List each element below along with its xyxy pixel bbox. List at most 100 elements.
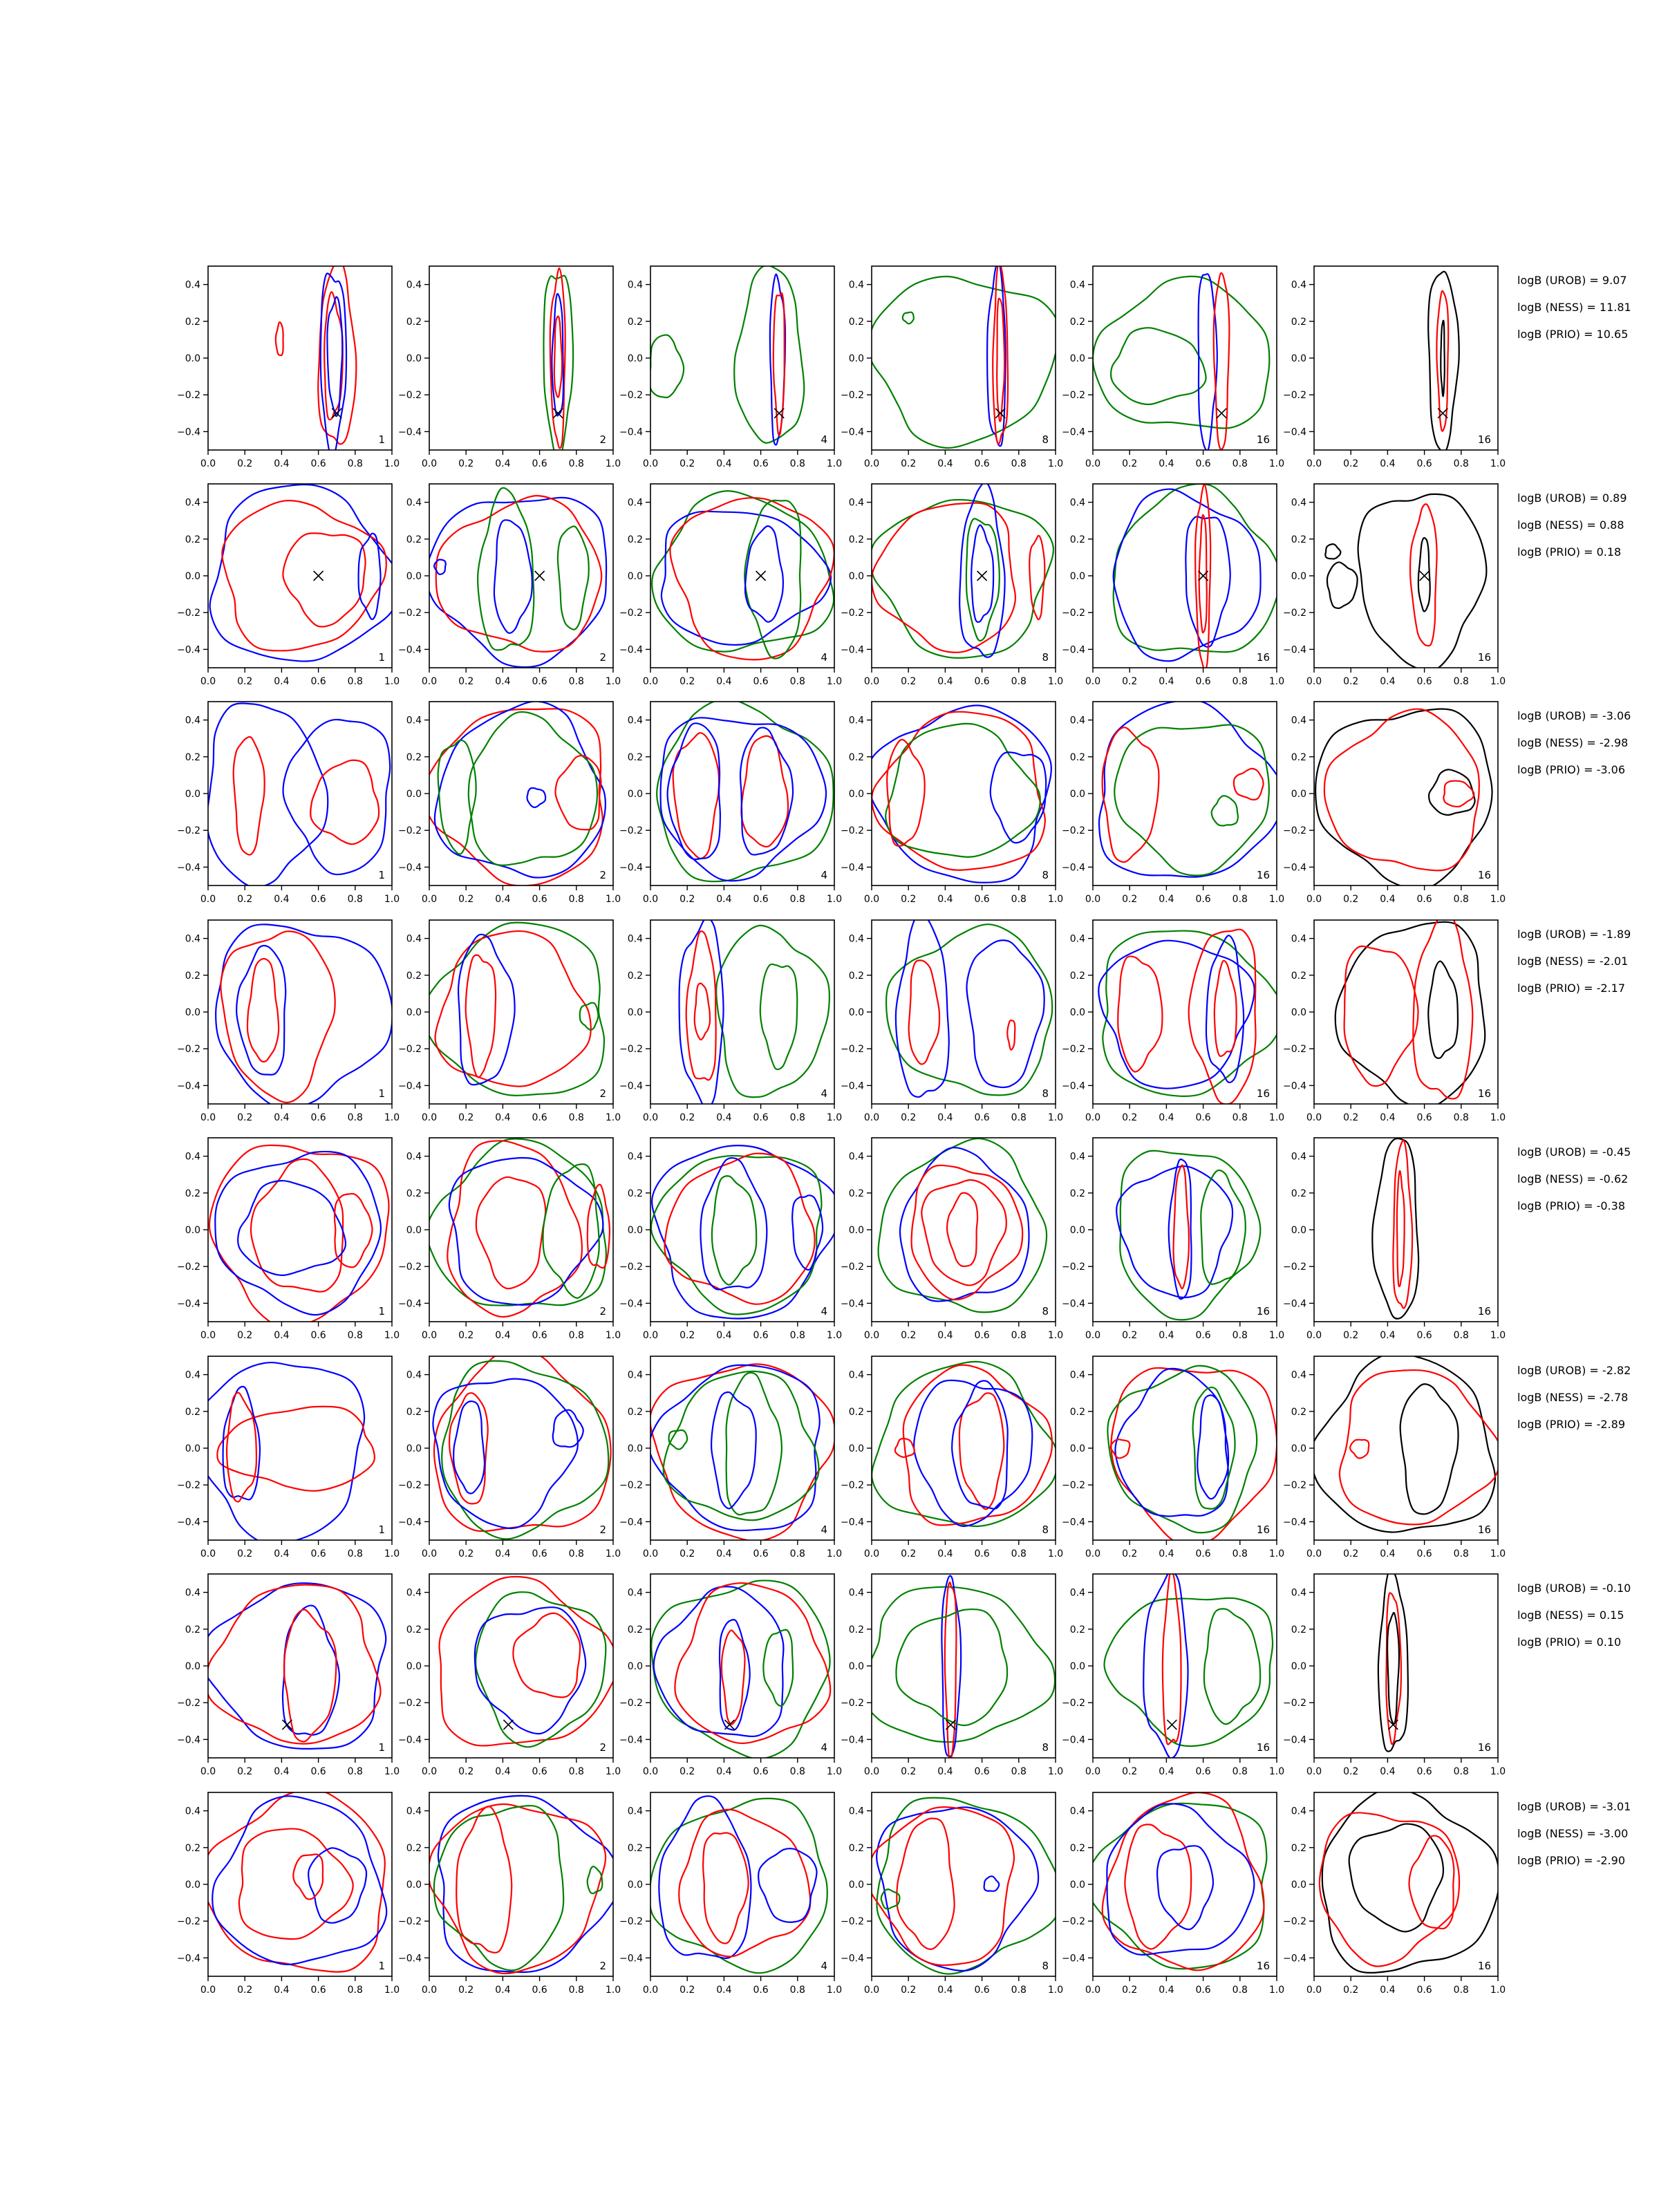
- x-tick-label: 0.6: [753, 1985, 768, 1996]
- x-tick-label: 0.0: [200, 1766, 216, 1777]
- contour-line: [971, 524, 995, 624]
- contour-line: [1377, 1574, 1409, 1752]
- y-tick-label: −0.2: [1283, 1044, 1306, 1055]
- x-tick-label: 0.8: [569, 676, 584, 687]
- logb-stat-label: logB (UROB) = -0.45: [1517, 1145, 1631, 1159]
- y-tick-label: −0.4: [398, 1517, 422, 1528]
- panel-index-label: 8: [1042, 1960, 1049, 1972]
- y-tick-label: 0.2: [849, 1624, 864, 1635]
- y-tick-label: −0.4: [841, 1298, 864, 1309]
- contour-line: [1098, 702, 1277, 878]
- x-tick-label: 0.4: [274, 1112, 289, 1123]
- x-tick-label: 1.0: [827, 1112, 842, 1123]
- true-value-marker: [281, 1719, 292, 1730]
- y-tick-label: 0.4: [1070, 1152, 1085, 1163]
- x-tick-label: 0.4: [1159, 1985, 1174, 1996]
- x-tick-label: 0.6: [1416, 458, 1432, 469]
- y-tick-label: 0.4: [185, 1588, 200, 1599]
- x-tick-label: 0.2: [1343, 1548, 1358, 1559]
- x-tick-label: 0.4: [1380, 894, 1395, 905]
- contour-line: [1107, 1365, 1258, 1534]
- x-tick-label: 0.2: [1343, 1985, 1358, 1996]
- axes-frame: [650, 1792, 835, 1977]
- x-tick-label: 0.2: [237, 1112, 252, 1123]
- x-tick-label: 0.2: [458, 894, 474, 905]
- y-tick-label: −0.2: [619, 825, 643, 836]
- x-tick-label: 1.0: [1490, 1112, 1506, 1123]
- x-tick-label: 0.4: [495, 1548, 510, 1559]
- contour-group: [1098, 928, 1277, 1104]
- y-tick-label: 0.0: [185, 1880, 200, 1891]
- y-tick-label: 0.0: [406, 571, 422, 582]
- contour-line: [433, 702, 606, 879]
- x-tick-label: 0.2: [1343, 458, 1358, 469]
- true-value-marker: [1387, 1719, 1398, 1730]
- y-tick-label: 0.2: [185, 1843, 200, 1854]
- contour-line: [872, 1806, 1015, 1967]
- x-tick-label: 0.6: [753, 1548, 768, 1559]
- y-tick-label: 0.0: [628, 789, 643, 800]
- contour-line: [283, 1609, 337, 1743]
- contour-panel: 0.0 0.2 0.4 0.6 0.8 1.0 0.4 0.2 0.0 −0.2 −0.4 4: [619, 1137, 842, 1341]
- x-tick-label: 0.4: [1380, 1985, 1395, 1996]
- y-tick-label: 0.2: [1070, 971, 1085, 982]
- contour-line: [208, 1792, 386, 1973]
- contour-line: [951, 1380, 1009, 1510]
- contour-panel: 0.0 0.2 0.4 0.6 0.8 1.0 0.4 0.2 0.0 −0.2 −0.4 2: [398, 701, 621, 905]
- axes-frame: [871, 1356, 1056, 1541]
- y-tick-label: 0.2: [406, 1407, 422, 1418]
- contour-line: [1396, 1170, 1405, 1288]
- y-tick-label: −0.4: [1283, 862, 1306, 873]
- panel-index-label: 8: [1042, 651, 1049, 664]
- x-tick-label: 0.2: [458, 1548, 474, 1559]
- y-tick-label: 0.0: [1070, 1880, 1085, 1891]
- x-tick-label: 0.8: [790, 1548, 805, 1559]
- contour-line: [872, 1360, 1056, 1528]
- y-tick-label: 0.2: [849, 317, 864, 328]
- y-tick-label: −0.2: [398, 1262, 422, 1273]
- x-tick-label: 0.6: [1195, 676, 1210, 687]
- panel-index-label: 1: [378, 1741, 385, 1754]
- contour-line: [1194, 484, 1212, 668]
- contour-line: [650, 1363, 834, 1540]
- y-tick-label: 0.0: [628, 571, 643, 582]
- x-tick-label: 0.2: [901, 1548, 916, 1559]
- x-tick-label: 1.0: [606, 1548, 621, 1559]
- y-tick-label: 0.0: [628, 353, 643, 364]
- y-tick-label: 0.4: [628, 1588, 643, 1599]
- panel-index-label: 16: [1257, 1741, 1270, 1754]
- y-tick-label: −0.2: [841, 1044, 864, 1055]
- contour-panel: 0.0 0.2 0.4 0.6 0.8 1.0 0.4 0.2 0.0 −0.2 −0.4 4: [619, 701, 842, 905]
- contour-group: [1098, 702, 1277, 878]
- y-tick-label: 0.4: [628, 1370, 643, 1381]
- contour-group: [1427, 270, 1460, 450]
- y-tick-label: −0.4: [841, 644, 864, 655]
- contour-line: [1210, 795, 1239, 827]
- x-tick-label: 0.6: [310, 1330, 326, 1341]
- contour-line: [1116, 1165, 1234, 1299]
- contour-line: [250, 1158, 344, 1293]
- x-tick-label: 0.2: [237, 1330, 252, 1341]
- contour-line: [966, 939, 1045, 1089]
- axes-frame: [1092, 1356, 1277, 1541]
- x-tick-label: 0.8: [1454, 1548, 1469, 1559]
- y-tick-label: −0.4: [841, 1517, 864, 1528]
- contour-line: [664, 1152, 816, 1305]
- x-tick-label: 0.8: [569, 894, 584, 905]
- y-tick-label: −0.4: [1283, 644, 1306, 655]
- panel-index-label: 16: [1257, 1960, 1270, 1972]
- contour-line: [1213, 959, 1237, 1058]
- contour-line: [772, 292, 785, 436]
- x-tick-label: 1.0: [1490, 1330, 1506, 1341]
- contour-group: [429, 921, 606, 1096]
- contour-line: [983, 1875, 1000, 1892]
- contour-line: [549, 267, 566, 449]
- x-tick-label: 0.8: [790, 1766, 805, 1777]
- y-tick-label: −0.4: [177, 862, 200, 873]
- y-tick-label: 0.4: [185, 1370, 200, 1381]
- contour-panel: 0.0 0.2 0.4 0.6 0.8 1.0 0.4 0.2 0.0 −0.2 −0.4 1: [177, 701, 400, 905]
- panel-index-label: 2: [599, 1087, 606, 1100]
- contour-line: [457, 933, 516, 1086]
- contour-line: [1106, 1803, 1255, 1956]
- true-value-marker: [1216, 408, 1227, 419]
